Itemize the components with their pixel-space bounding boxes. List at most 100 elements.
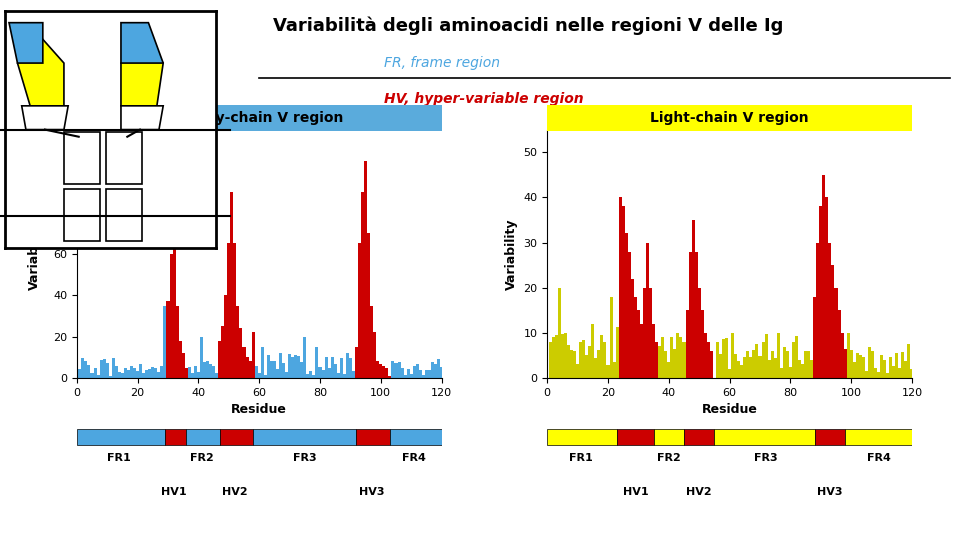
Bar: [801, 364, 804, 378]
Bar: [127, 370, 130, 378]
Bar: [777, 333, 780, 378]
Bar: [622, 206, 625, 378]
Bar: [683, 342, 685, 378]
Bar: [631, 279, 634, 378]
Bar: [77, 429, 165, 444]
Bar: [904, 361, 907, 378]
Text: HV2: HV2: [222, 487, 248, 497]
Bar: [646, 242, 649, 378]
Bar: [588, 346, 591, 378]
Text: HV2: HV2: [686, 487, 712, 497]
Bar: [698, 288, 701, 378]
Bar: [79, 369, 82, 378]
Bar: [352, 372, 355, 378]
Bar: [691, 220, 695, 378]
Text: HV1: HV1: [622, 487, 648, 497]
Bar: [90, 373, 93, 378]
Bar: [597, 350, 600, 378]
Bar: [716, 342, 719, 378]
Bar: [899, 368, 901, 378]
Bar: [179, 341, 181, 378]
Bar: [573, 351, 576, 378]
Bar: [850, 350, 852, 378]
Bar: [871, 351, 874, 378]
Bar: [764, 334, 768, 378]
Bar: [373, 333, 376, 378]
Bar: [743, 357, 746, 378]
Bar: [152, 367, 155, 378]
Bar: [734, 354, 737, 378]
Polygon shape: [121, 39, 163, 106]
Text: HV3: HV3: [817, 487, 843, 497]
Bar: [732, 333, 734, 378]
Bar: [367, 233, 371, 378]
Bar: [859, 355, 862, 378]
Bar: [93, 368, 97, 378]
Bar: [722, 340, 725, 378]
Bar: [340, 357, 343, 378]
Bar: [288, 354, 291, 378]
Bar: [100, 360, 103, 378]
Bar: [625, 233, 628, 378]
Bar: [552, 337, 555, 378]
Text: FR2: FR2: [189, 453, 213, 463]
Bar: [889, 357, 892, 378]
Bar: [403, 375, 407, 378]
Bar: [165, 429, 186, 444]
Bar: [107, 189, 142, 241]
X-axis label: Residue: Residue: [702, 403, 757, 416]
Bar: [425, 370, 428, 378]
Bar: [82, 358, 84, 378]
Bar: [121, 373, 124, 378]
Bar: [547, 429, 617, 444]
Bar: [815, 429, 845, 444]
Bar: [579, 342, 582, 378]
Bar: [392, 361, 395, 378]
Bar: [576, 364, 579, 378]
Bar: [756, 343, 758, 378]
Bar: [200, 336, 203, 378]
Bar: [97, 375, 100, 378]
Bar: [413, 366, 416, 378]
Bar: [157, 372, 160, 378]
Bar: [594, 357, 597, 378]
Bar: [225, 295, 228, 378]
Bar: [634, 296, 636, 378]
Polygon shape: [121, 23, 163, 63]
Bar: [567, 346, 570, 378]
Bar: [591, 324, 594, 378]
Bar: [306, 374, 309, 378]
Bar: [664, 351, 667, 378]
Text: FR4: FR4: [867, 453, 891, 463]
Bar: [303, 336, 306, 378]
Bar: [194, 366, 197, 378]
Text: HV1: HV1: [161, 487, 187, 497]
Bar: [434, 364, 437, 378]
Bar: [410, 374, 413, 378]
Bar: [300, 362, 303, 378]
Bar: [586, 355, 588, 378]
Bar: [431, 362, 434, 378]
Bar: [395, 363, 397, 378]
Bar: [282, 363, 285, 378]
Bar: [163, 306, 166, 378]
Bar: [84, 361, 87, 378]
Bar: [228, 244, 230, 378]
Bar: [111, 358, 115, 378]
Bar: [714, 429, 815, 444]
Bar: [291, 357, 294, 378]
Bar: [64, 189, 100, 241]
Bar: [191, 373, 194, 378]
Bar: [337, 373, 340, 378]
Bar: [64, 132, 100, 184]
Bar: [155, 368, 157, 378]
Bar: [868, 347, 871, 378]
Bar: [87, 365, 90, 378]
Bar: [206, 361, 209, 378]
Bar: [883, 360, 886, 378]
Bar: [176, 306, 179, 378]
Bar: [910, 369, 914, 378]
Bar: [294, 355, 298, 378]
Bar: [845, 429, 912, 444]
Bar: [220, 429, 253, 444]
